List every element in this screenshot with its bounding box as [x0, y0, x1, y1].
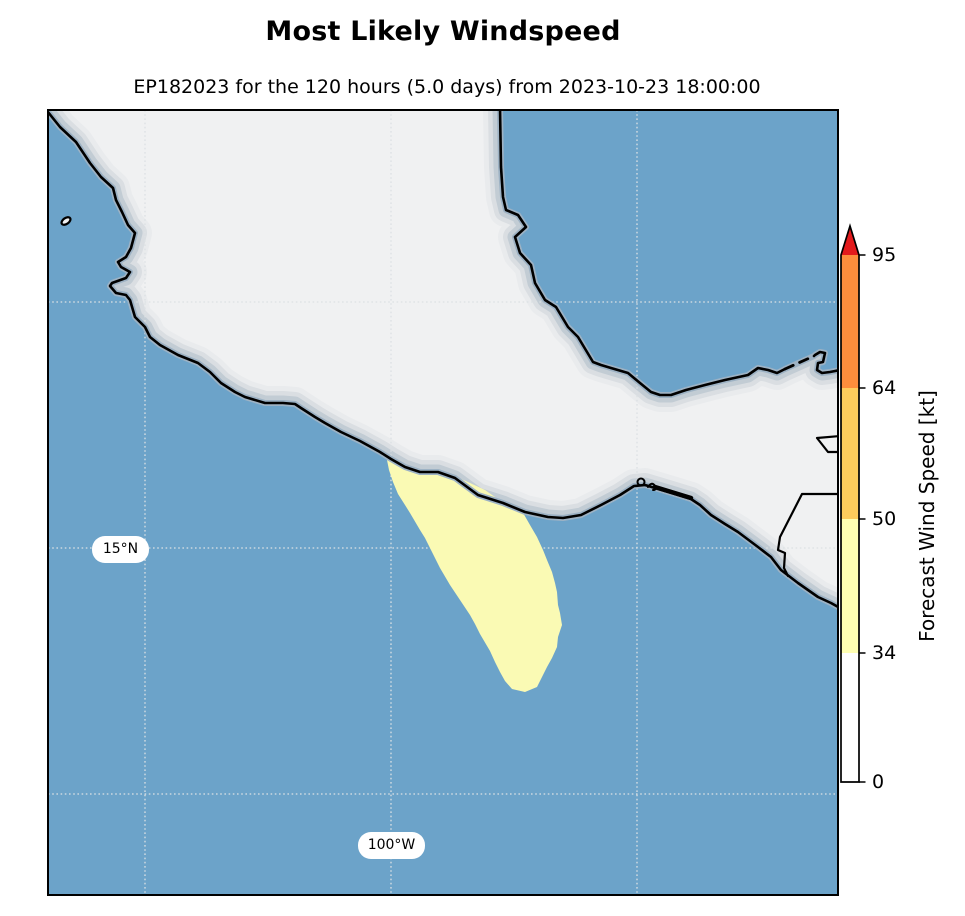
gulf-coastline-lagoon-loop — [812, 350, 838, 375]
windspeed-34kt-region — [387, 460, 562, 692]
gridline-label-100w: 100°W — [358, 832, 425, 859]
coastal-islet-squiggle — [647, 482, 657, 491]
colorbar-over-arrow — [841, 226, 859, 255]
colorbar-tick-0: 0 — [872, 771, 885, 793]
colorbar-tick-50: 50 — [872, 508, 897, 530]
colorbar-outline — [840, 223, 860, 783]
colorbar — [840, 223, 866, 783]
political-border — [776, 492, 838, 578]
colorbar-segment-0-34 — [841, 653, 859, 782]
colorbar-segment-64-95 — [841, 255, 859, 388]
colorbar-segment-34-50 — [841, 519, 859, 653]
colorbar-axis-label: Forecast Wind Speed [kt] — [915, 390, 939, 642]
offshore-island — [60, 216, 72, 226]
gridline-label-15n: 15°N — [92, 536, 149, 563]
page-title: Most Likely Windspeed — [265, 16, 621, 47]
gulf-coastline — [498, 110, 787, 397]
barrier-spit-segment — [652, 484, 694, 501]
colorbar-tick-64: 64 — [872, 377, 897, 399]
colorbar-tick-34: 34 — [872, 642, 897, 664]
map-frame — [47, 109, 839, 896]
colorbar-tick-95: 95 — [872, 244, 897, 266]
page-subtitle: EP182023 for the 120 hours (5.0 days) fr… — [133, 76, 761, 98]
gulf-coastline-dashed-segment — [783, 354, 816, 371]
coastal-islet — [636, 477, 646, 487]
border-wedge — [815, 435, 838, 454]
colorbar-segment-50-64 — [841, 388, 859, 519]
coastlines — [48, 110, 838, 609]
colorbar-tickmarks — [859, 254, 866, 783]
